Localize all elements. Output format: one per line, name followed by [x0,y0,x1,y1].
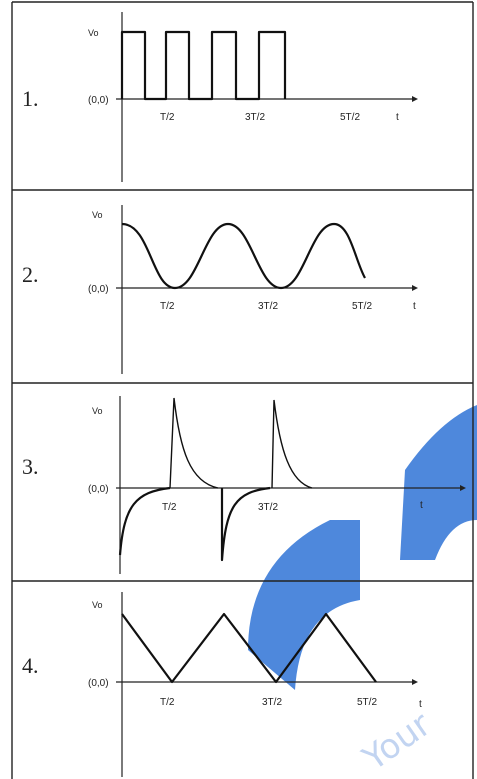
panel-number: 1. [22,86,39,111]
tick-label: 3T/2 [258,502,278,513]
watermark-text: Your [355,704,438,779]
t-axis-label: t [420,500,423,511]
panel-number: 2. [22,262,39,287]
spike-positive-2 [271,399,313,489]
x-axis-arrow [412,285,418,291]
y-axis-label: Vo [92,406,103,416]
x-axis-arrow [460,485,466,491]
spike-negative-2 [220,486,271,562]
panel-number: 4. [22,653,39,678]
grid-frame [11,1,474,779]
tick-label: 3T/2 [258,301,278,312]
panel-2: 2. Vo (0,0) T/2 3T/2 5T/2 t [22,205,418,374]
sine-wave [121,222,366,290]
panel-3: 3. Vo (0,0) T/2 3T/2 t [22,396,466,574]
tick-label: T/2 [160,301,175,312]
tick-label: T/2 [162,502,177,513]
origin-label: (0,0) [88,284,109,295]
y-axis-label: Vo [92,210,103,220]
y-axis-label: Vo [92,600,103,610]
x-axis-arrow [412,96,418,102]
tick-label: 5T/2 [340,112,360,123]
tick-label: T/2 [160,112,175,123]
panel-4: 4. Vo (0,0) T/2 3T/2 5T/2 t [22,592,422,777]
tick-label: T/2 [160,697,175,708]
origin-label: (0,0) [88,484,109,495]
spike-positive-1 [169,397,219,489]
square-wave [120,30,287,101]
t-axis-label: t [413,301,416,312]
tick-label: 5T/2 [357,697,377,708]
tick-label: 3T/2 [262,697,282,708]
panel-number: 3. [22,454,39,479]
x-axis-arrow [412,679,418,685]
tick-label: 3T/2 [245,112,265,123]
t-axis-label: t [396,112,399,123]
tick-label: 5T/2 [352,301,372,312]
y-axis-label: Vo [88,28,99,38]
panel-1: 1. Vo (0,0) T/2 3T/2 5T/2 t [22,12,418,182]
spike-negative-1 [118,486,171,556]
triangle-wave [121,612,377,684]
origin-label: (0,0) [88,95,109,106]
watermark: Your [248,405,477,779]
origin-label: (0,0) [88,678,109,689]
t-axis-label: t [419,699,422,710]
